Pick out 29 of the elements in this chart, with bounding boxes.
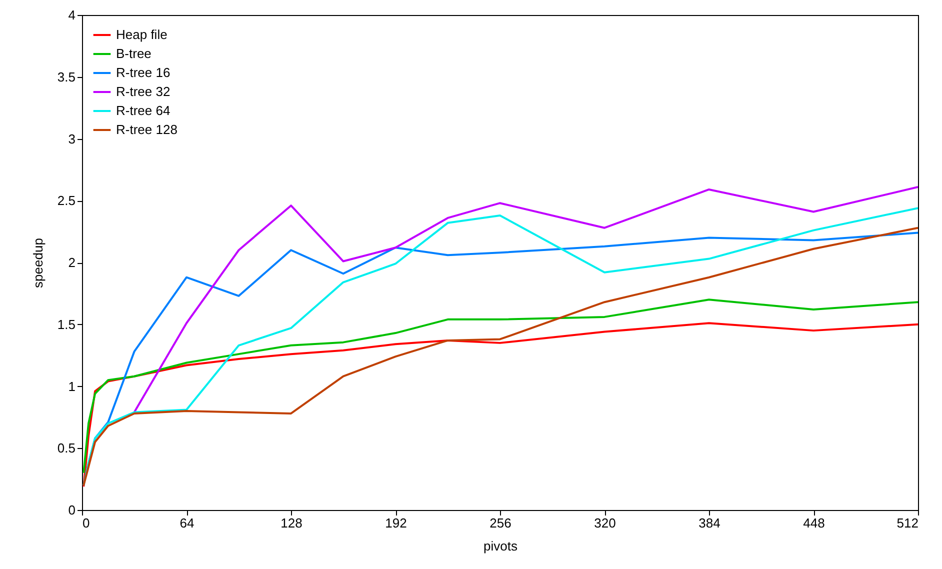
y-tick-label: 4 bbox=[68, 8, 76, 22]
y-tick-label: 3.5 bbox=[57, 69, 76, 84]
x-tick-label: 512 bbox=[896, 516, 918, 530]
y-tick-label: 2 bbox=[68, 255, 76, 270]
y-tick-label: 0 bbox=[68, 502, 76, 518]
x-tick-label: 0 bbox=[82, 516, 90, 530]
y-tick-label: 0.5 bbox=[57, 440, 76, 456]
legend-label: R-tree 32 bbox=[116, 84, 170, 99]
x-tick-label: 320 bbox=[594, 516, 616, 530]
x-tick-label: 128 bbox=[280, 516, 302, 530]
legend-label: Heap file bbox=[116, 27, 168, 42]
y-tick-label: 2.5 bbox=[57, 193, 76, 208]
y-tick-label: 1 bbox=[68, 378, 76, 394]
legend-label: R-tree 16 bbox=[116, 65, 170, 80]
line-series bbox=[82, 298, 918, 474]
y-axis-title: speedup bbox=[30, 238, 46, 288]
x-tick-label: 384 bbox=[698, 516, 720, 530]
legend-label: R-tree 64 bbox=[116, 103, 170, 118]
y-tick-label: 3 bbox=[68, 131, 76, 146]
x-axis-title: pivots bbox=[484, 538, 518, 554]
legend-label: R-tree 128 bbox=[116, 122, 178, 137]
line-series bbox=[82, 322, 918, 488]
x-tick-label: 192 bbox=[385, 516, 407, 530]
x-tick-label: 448 bbox=[803, 516, 825, 530]
line-series bbox=[133, 186, 918, 414]
x-tick-label: 256 bbox=[490, 516, 512, 530]
x-tick-label: 64 bbox=[180, 516, 194, 530]
y-tick-label: 1.5 bbox=[57, 316, 76, 332]
legend-label: B-tree bbox=[116, 46, 152, 61]
